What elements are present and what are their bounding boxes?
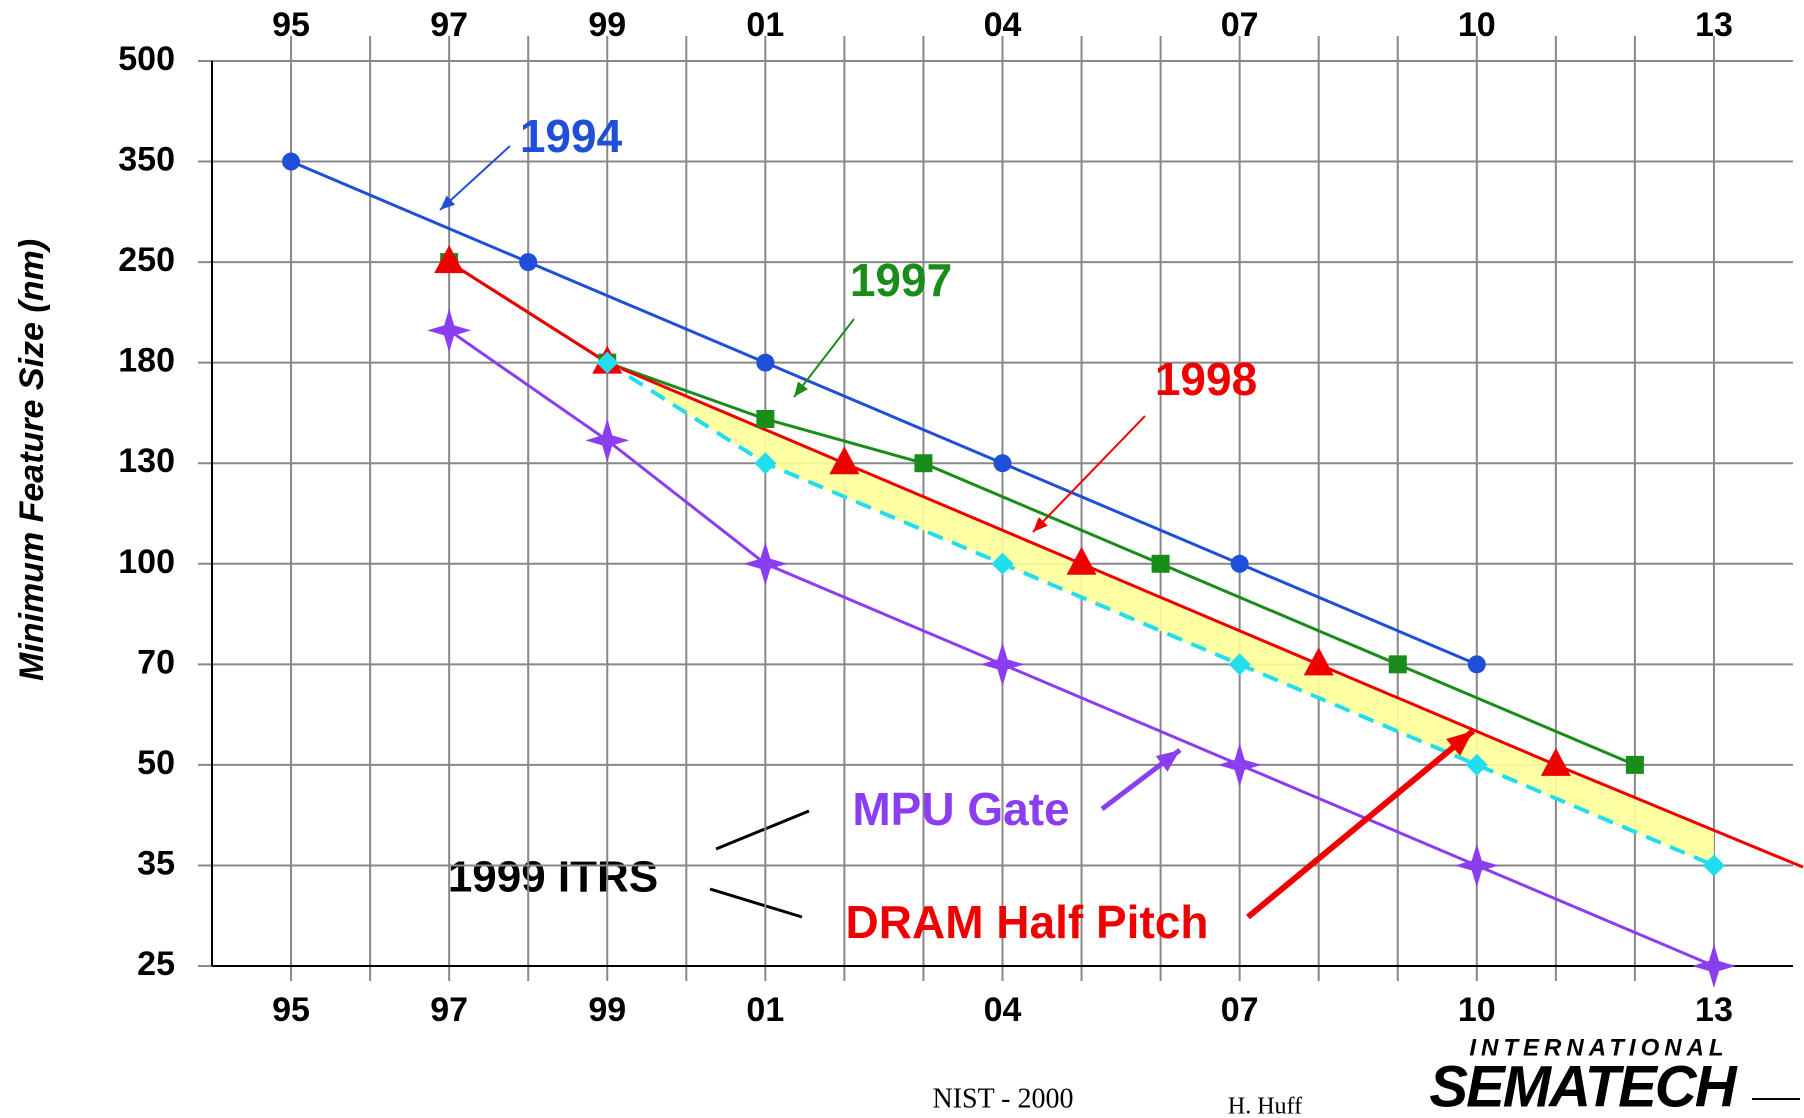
point: [991, 552, 1014, 575]
point: [1303, 647, 1334, 676]
point: [754, 452, 777, 475]
series-annotation: DRAM Half Pitch: [846, 896, 1209, 948]
trend-extension: [1555, 763, 1804, 869]
point: [1454, 843, 1499, 888]
y-axis-label: Minimum Feature Size (nm): [13, 239, 51, 681]
series-line: [606, 360, 1715, 868]
series-annotation: 1998: [1155, 353, 1257, 405]
x-tick-label: 07: [1221, 991, 1259, 1029]
point: [1702, 854, 1725, 877]
point: [914, 454, 933, 473]
point: [1540, 747, 1571, 776]
x-tick-label: 99: [588, 991, 626, 1029]
point: [519, 253, 538, 272]
point: [743, 541, 788, 586]
point: [756, 410, 775, 429]
y-tick-label: 500: [118, 40, 175, 78]
highlight-band: [654, 382, 1714, 866]
series-annotation: MPU Gate: [852, 783, 1069, 835]
annotation-arrow: [1246, 728, 1475, 920]
x-tick-label: 01: [746, 991, 784, 1029]
series-annotation: 1994: [520, 110, 623, 162]
annotation-line: [709, 887, 803, 919]
y-tick-label: 130: [118, 442, 175, 480]
x-tick-label: 04: [984, 991, 1022, 1029]
annotation: 1999 ITRS: [448, 853, 658, 902]
y-tick-label: 25: [137, 945, 175, 983]
footer-text: NIST - 2000: [932, 1083, 1073, 1114]
point: [1217, 742, 1262, 787]
annotation-arrow: [439, 145, 511, 211]
annotation-line: [715, 809, 810, 851]
x-tick-label-top: 10: [1458, 6, 1496, 44]
annotation-arrowhead: [794, 381, 808, 397]
x-tick-label: 97: [430, 991, 468, 1029]
point: [1151, 554, 1170, 573]
x-tick-label-top: 04: [984, 6, 1022, 44]
y-tick-label: 70: [137, 643, 175, 681]
y-tick-label: 250: [118, 241, 175, 279]
x-tick-label-top: 97: [430, 6, 468, 44]
point: [282, 152, 301, 171]
annotation-arrow: [1032, 415, 1146, 533]
point: [1388, 655, 1407, 674]
point: [427, 308, 472, 353]
y-tick-label: 35: [137, 844, 175, 882]
point: [585, 418, 630, 463]
point: [1066, 546, 1097, 575]
point: [434, 245, 465, 274]
x-tick-label-top: 13: [1695, 6, 1733, 44]
point: [1228, 653, 1251, 676]
point: [756, 353, 775, 372]
annotation-arrow: [793, 318, 855, 398]
point: [980, 642, 1025, 687]
x-tick-label: 13: [1695, 991, 1733, 1029]
x-tick-label-top: 95: [272, 6, 310, 44]
point: [829, 446, 860, 475]
series-annotation: 1997: [850, 254, 952, 306]
point: [596, 351, 619, 374]
x-tick-label: 10: [1458, 991, 1496, 1029]
x-tick-label-top: 01: [746, 6, 784, 44]
y-tick-label: 350: [118, 141, 175, 179]
y-tick-label: 100: [118, 543, 175, 581]
series-line: [448, 260, 1557, 767]
x-tick-label-top: 99: [588, 6, 626, 44]
point: [1465, 753, 1488, 776]
point: [1691, 944, 1736, 988]
annotation-arrowhead: [1446, 731, 1473, 756]
point: [1467, 655, 1486, 674]
annotation-arrowhead: [1155, 750, 1180, 772]
y-tick-label: 180: [118, 342, 175, 380]
annotation-arrowhead: [440, 195, 456, 210]
series-line: [448, 260, 1636, 767]
point: [1625, 755, 1644, 774]
x-tick-label-top: 07: [1221, 6, 1259, 44]
x-tick-label: 95: [272, 991, 310, 1029]
series-line: [290, 160, 1478, 666]
y-tick-label: 50: [137, 744, 175, 782]
logo-top: INTERNATIONAL: [1469, 1034, 1728, 1061]
footer-author: H. Huff: [1228, 1094, 1302, 1118]
annotation-arrowhead: [1033, 517, 1048, 532]
point: [1230, 554, 1249, 573]
logo: SEMATECH: [1429, 1054, 1737, 1118]
point: [993, 454, 1012, 473]
